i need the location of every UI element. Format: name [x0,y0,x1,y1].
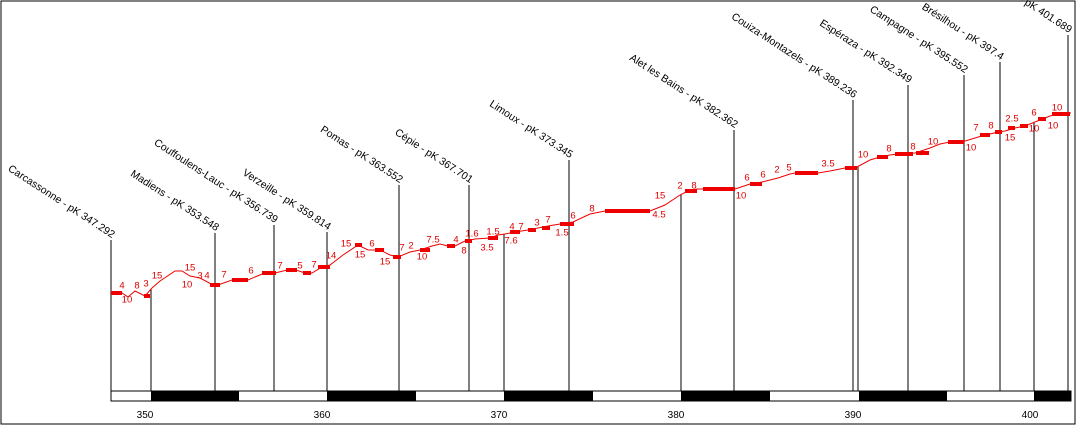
gradient-label: 4 [453,235,458,246]
gradient-label: 7 [973,123,978,134]
gradient-label: 4 [119,281,124,292]
gradient-label: 10 [858,150,869,161]
gradient-label: 7 [221,270,226,281]
gradient-label: 6 [760,170,765,181]
scale-segment [327,391,416,401]
gradient-label: 2 [677,181,682,192]
gradient-label: 8 [134,281,139,292]
gradient-label: 10 [928,137,939,148]
gradient-label: 8 [886,144,891,155]
gradient-label: 3.5 [821,159,834,170]
gradient-label: 3.5 [480,243,493,254]
gradient-label: 15 [380,257,391,268]
gradient-label: 15 [152,271,163,282]
scale-segment [151,391,239,401]
gradient-label: 4 [509,222,514,233]
gradient-label: 8 [910,142,915,153]
gradient-label: 2 [408,241,413,252]
scale-segment [504,391,593,401]
gradient-label: 1.5 [555,228,568,239]
gradient-label: 10 [1048,121,1059,132]
gradient-label: 7 [518,222,523,233]
gradient-label: 15 [341,239,352,250]
gradient-label: 7 [545,215,550,226]
scale-label: 380 [668,410,685,421]
gradient-label: 7.5 [426,235,439,246]
gradient-label: 4.5 [652,210,665,221]
gradient-label: 5 [786,163,791,174]
gradient-label: 8 [461,246,466,257]
gradient-label: 6 [570,211,575,222]
gradient-label: 8 [589,204,594,215]
gradient-label: 8 [988,121,993,132]
gradient-label: 7 [399,243,404,254]
gradient-label: 10 [182,280,193,291]
gradient-label: 7 [311,260,316,271]
gradient-label: 7 [277,261,282,272]
gradient-label: 15 [185,263,196,274]
gradient-label: 6 [369,239,374,250]
gradient-label: 14 [326,251,337,262]
gradient-label: 5 [297,261,302,272]
gradient-label: 1.6 [465,229,478,240]
scale-label: 400 [1022,410,1039,421]
scale-segment [681,391,770,401]
gradient-label: 4 [204,271,209,282]
scale-segment [859,391,947,401]
gradient-label: 3 [143,279,148,290]
gradient-label: 6 [744,173,749,184]
scale-label: 350 [137,410,154,421]
gradient-label: 15 [355,250,366,261]
gradient-label: 10 [417,252,428,263]
gradient-label: 10 [122,295,133,306]
gradient-label: 7.6 [504,236,517,247]
gradient-label: 3 [534,218,539,229]
gradient-label: 6 [1031,108,1036,119]
gradient-label: 1.5 [486,227,499,238]
gradient-label: 3 [197,271,202,282]
gradient-label: 8 [691,181,696,192]
gradient-label: 15 [1005,133,1016,144]
gradient-label: 6 [248,266,253,277]
scale-segment [1034,391,1071,401]
scale-label: 370 [491,410,508,421]
scale-label: 390 [845,410,862,421]
gradient-label: 10 [966,143,977,154]
gradient-label: 10 [1052,103,1063,114]
gradient-label: 2 [774,165,779,176]
scale-label: 360 [314,410,331,421]
gradient-label: 15 [655,191,666,202]
gradient-label: 2.5 [1005,114,1018,125]
gradient-label: 10 [736,191,747,202]
gradient-label: 10 [1029,124,1040,135]
